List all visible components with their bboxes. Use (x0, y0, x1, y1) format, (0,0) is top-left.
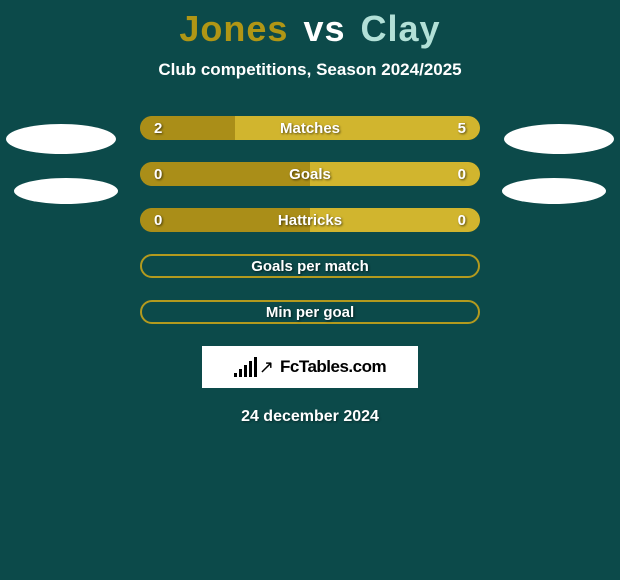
date-label: 24 december 2024 (0, 408, 620, 426)
stat-row: 2 Matches 5 (140, 116, 480, 140)
extra-label: Goals per match (251, 258, 369, 275)
stat-value-right: 0 (458, 166, 466, 183)
stat-value-left: 0 (154, 212, 162, 229)
stat-label: Goals (289, 166, 331, 183)
stat-row: 0 Hattricks 0 (140, 208, 480, 232)
chart-icon (234, 357, 257, 377)
player1-name: Jones (179, 8, 288, 49)
source-label: FcTables.com (280, 357, 386, 377)
stat-value-left: 2 (154, 120, 162, 137)
player2-photo-placeholder (504, 124, 614, 154)
stats-container: 2 Matches 5 0 Goals 0 0 Hattricks 0 Goal… (140, 116, 480, 324)
player1-club-placeholder (14, 178, 118, 204)
stat-label: Matches (280, 120, 340, 137)
stat-label: Hattricks (278, 212, 342, 229)
player2-club-placeholder (502, 178, 606, 204)
arrow-icon: ↗ (259, 358, 274, 376)
extra-label: Min per goal (266, 304, 354, 321)
stat-value-right: 0 (458, 212, 466, 229)
stat-value-left: 0 (154, 166, 162, 183)
page-title: Jones vs Clay (0, 0, 620, 50)
stat-value-right: 5 (458, 120, 466, 137)
subtitle: Club competitions, Season 2024/2025 (0, 60, 620, 80)
extra-row: Min per goal (140, 300, 480, 324)
source-badge: ↗ FcTables.com (202, 346, 418, 388)
vs-label: vs (303, 8, 345, 49)
stat-row: 0 Goals 0 (140, 162, 480, 186)
player1-photo-placeholder (6, 124, 116, 154)
extra-row: Goals per match (140, 254, 480, 278)
player2-name: Clay (361, 8, 441, 49)
